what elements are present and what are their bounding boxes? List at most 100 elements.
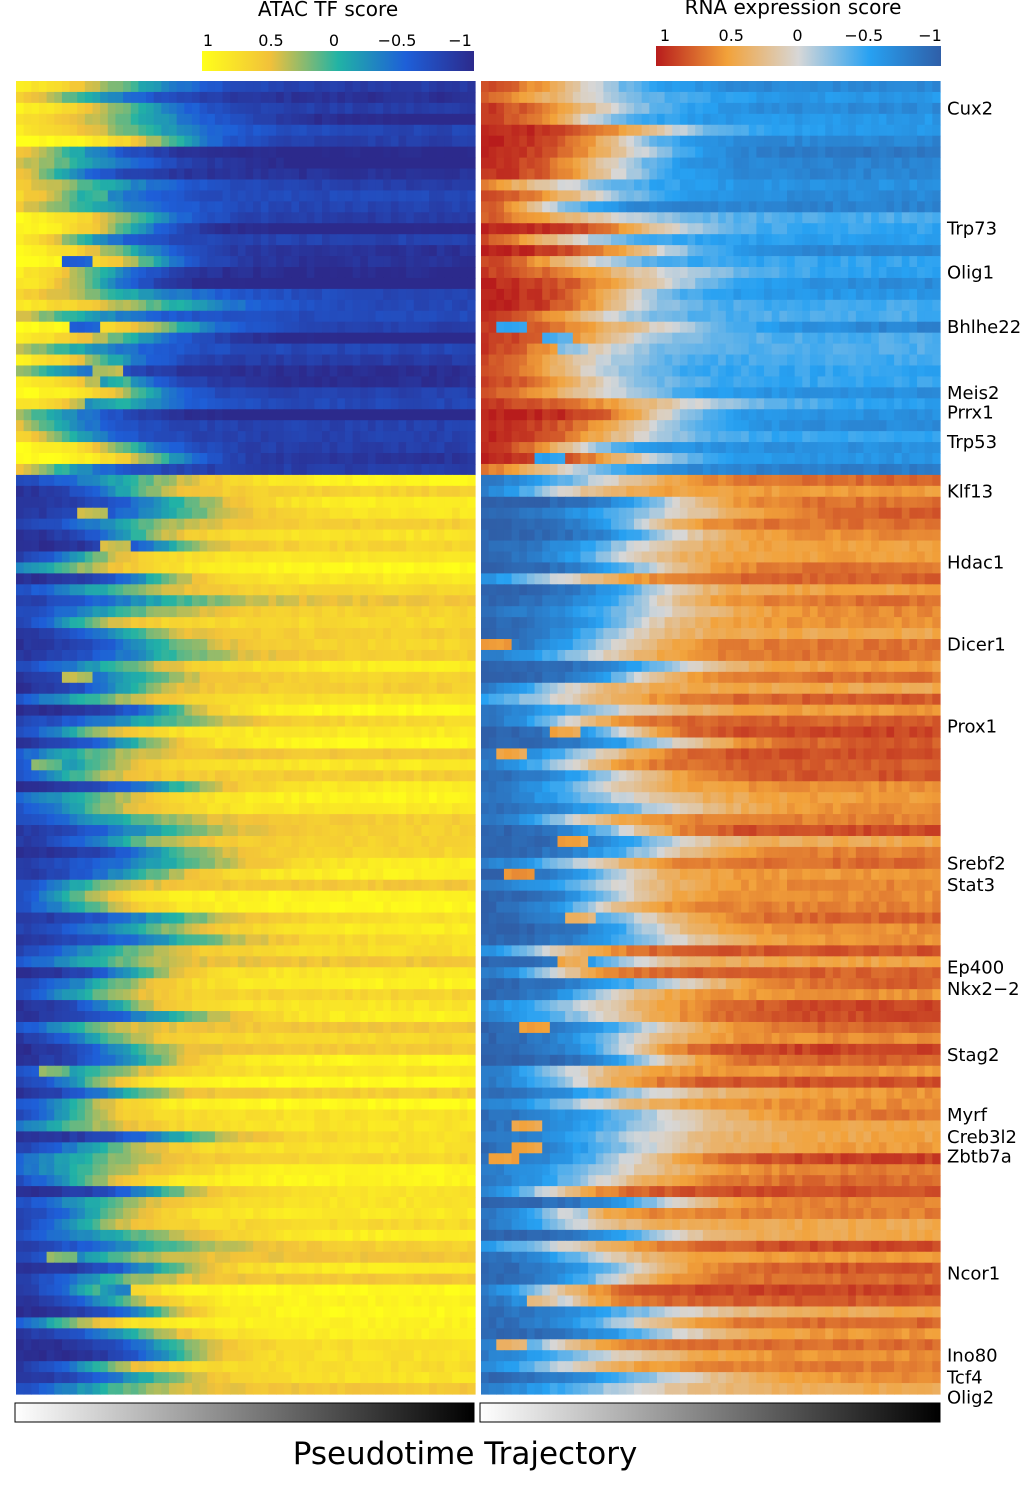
- heatmap-cell: [383, 584, 392, 596]
- heatmap-cell: [237, 781, 247, 793]
- heatmap-cell: [375, 496, 384, 509]
- heatmap-cell: [146, 682, 155, 695]
- heatmap-cell: [436, 682, 445, 695]
- heatmap-cell: [92, 868, 101, 881]
- heatmap-cell: [276, 573, 285, 585]
- heatmap-cell: [230, 868, 239, 881]
- heatmap-cell: [169, 201, 178, 213]
- heatmap-cell: [92, 737, 101, 750]
- heatmap-cell: [38, 945, 48, 957]
- heatmap-cell: [230, 146, 239, 159]
- heatmap-cell: [367, 529, 377, 542]
- heatmap-cell: [337, 617, 346, 629]
- heatmap-cell: [306, 398, 315, 410]
- heatmap-cell: [16, 376, 25, 388]
- heatmap-cell: [314, 660, 323, 673]
- heatmap-cell: [222, 496, 231, 509]
- heatmap-cell: [406, 168, 415, 181]
- heatmap-cell: [322, 945, 331, 957]
- heatmap-cell: [31, 376, 40, 388]
- heatmap-cell: [230, 825, 239, 837]
- heatmap-cell: [214, 376, 224, 388]
- heatmap-cell: [444, 617, 453, 629]
- heatmap-cell: [23, 321, 32, 334]
- heatmap-cell: [69, 759, 78, 771]
- heatmap-cell: [421, 682, 430, 695]
- heatmap-cell: [54, 715, 63, 728]
- heatmap-cell: [245, 726, 254, 739]
- heatmap-cell: [123, 398, 132, 410]
- heatmap-cell: [283, 157, 292, 170]
- heatmap-cell: [153, 201, 162, 213]
- heatmap-cell: [77, 573, 86, 585]
- heatmap-cell: [352, 912, 361, 925]
- heatmap-cell: [436, 737, 445, 750]
- heatmap-cell: [314, 310, 323, 323]
- heatmap-cell: [69, 124, 78, 137]
- heatmap-cell: [253, 617, 262, 629]
- heatmap-cell: [245, 868, 254, 881]
- heatmap-cell: [123, 518, 132, 531]
- heatmap-cell: [245, 737, 254, 750]
- heatmap-cell: [16, 201, 25, 213]
- heatmap-cell: [16, 628, 25, 640]
- heatmap-cell: [69, 256, 78, 268]
- heatmap-cell: [54, 529, 63, 542]
- heatmap-cell: [184, 803, 193, 815]
- heatmap-cell: [413, 288, 423, 301]
- heatmap-cell: [329, 288, 338, 301]
- heatmap-cell: [207, 912, 216, 925]
- heatmap-cell: [207, 179, 216, 192]
- heatmap-cell: [375, 573, 384, 585]
- heatmap-cell: [291, 453, 300, 465]
- heatmap-cell: [467, 584, 476, 596]
- heatmap-cell: [176, 671, 185, 684]
- heatmap-cell: [84, 835, 94, 848]
- heatmap-cell: [115, 387, 124, 399]
- heatmap-cell: [54, 748, 63, 760]
- heatmap-cell: [253, 124, 262, 137]
- heatmap-cell: [84, 879, 94, 892]
- heatmap-cell: [390, 431, 400, 443]
- heatmap-cell: [352, 671, 361, 684]
- heatmap-cell: [245, 442, 254, 454]
- heatmap-cell: [92, 945, 101, 957]
- heatmap-cell: [16, 879, 25, 892]
- heatmap-cell: [54, 179, 63, 192]
- heatmap-cell: [23, 846, 32, 859]
- heatmap-cell: [245, 529, 254, 542]
- heatmap-cell: [436, 442, 445, 454]
- heatmap-cell: [398, 551, 407, 564]
- heatmap-cell: [230, 234, 239, 246]
- heatmap-cell: [398, 485, 407, 498]
- heatmap-cell: [161, 485, 170, 498]
- heatmap-cell: [306, 81, 315, 93]
- heatmap-cell: [46, 507, 55, 520]
- heatmap-cell: [92, 113, 101, 126]
- heatmap-cell: [123, 463, 132, 476]
- heatmap-cell: [100, 770, 109, 782]
- heatmap-cell: [245, 387, 254, 399]
- heatmap-cell: [375, 376, 384, 388]
- heatmap-cell: [77, 463, 86, 476]
- heatmap-cell: [146, 890, 155, 903]
- heatmap-cell: [169, 978, 178, 990]
- heatmap-cell: [375, 835, 384, 848]
- heatmap-cell: [184, 431, 193, 443]
- heatmap-cell: [69, 693, 78, 706]
- heatmap-cell: [77, 234, 86, 246]
- heatmap-cell: [100, 201, 109, 213]
- heatmap-cell: [191, 179, 201, 192]
- heatmap-cell: [344, 102, 354, 115]
- heatmap-cell: [191, 825, 201, 837]
- heatmap-cell: [199, 759, 208, 771]
- heatmap-cell: [169, 234, 178, 246]
- heatmap-cell: [429, 781, 438, 793]
- heatmap-cell: [413, 529, 423, 542]
- heatmap-cell: [207, 431, 216, 443]
- heatmap-cell: [383, 179, 392, 192]
- heatmap-cell: [329, 825, 338, 837]
- heatmap-cell: [161, 562, 170, 574]
- heatmap-cell: [452, 726, 461, 739]
- heatmap-cell: [436, 901, 445, 914]
